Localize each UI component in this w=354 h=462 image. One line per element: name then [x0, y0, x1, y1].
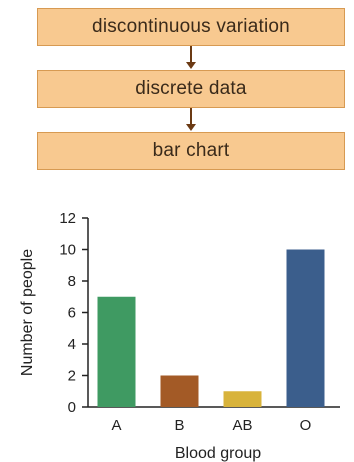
flow-box-label: discontinuous variation [92, 16, 290, 37]
y-tick-label: 10 [59, 242, 76, 259]
y-tick-label: 0 [68, 399, 76, 416]
y-axis-label: Number of people [19, 249, 36, 376]
x-tick-label: AB [232, 417, 252, 434]
x-axis-label: Blood group [175, 445, 261, 462]
flow-box-label: bar chart [152, 140, 230, 161]
flow-box-discontinuous-variation: discontinuous variation [37, 8, 345, 46]
bar-a [97, 296, 136, 407]
y-tick-label: 6 [68, 305, 76, 322]
y-tick-label: 4 [68, 336, 76, 353]
x-tick-label: A [111, 417, 121, 434]
y-tick-label: 2 [68, 368, 76, 385]
x-tick-label: B [174, 417, 184, 434]
bar-o [286, 249, 325, 407]
flow-box-label: discrete data [135, 78, 247, 99]
y-tick-label: 8 [68, 273, 76, 290]
flow-box-discrete-data: discrete data [37, 70, 345, 108]
bar-b [160, 375, 199, 407]
flow-box-bar-chart: bar chart [37, 132, 345, 170]
x-tick-label: O [300, 417, 312, 434]
bar-ab [223, 391, 262, 407]
y-tick-label: 12 [59, 210, 76, 227]
